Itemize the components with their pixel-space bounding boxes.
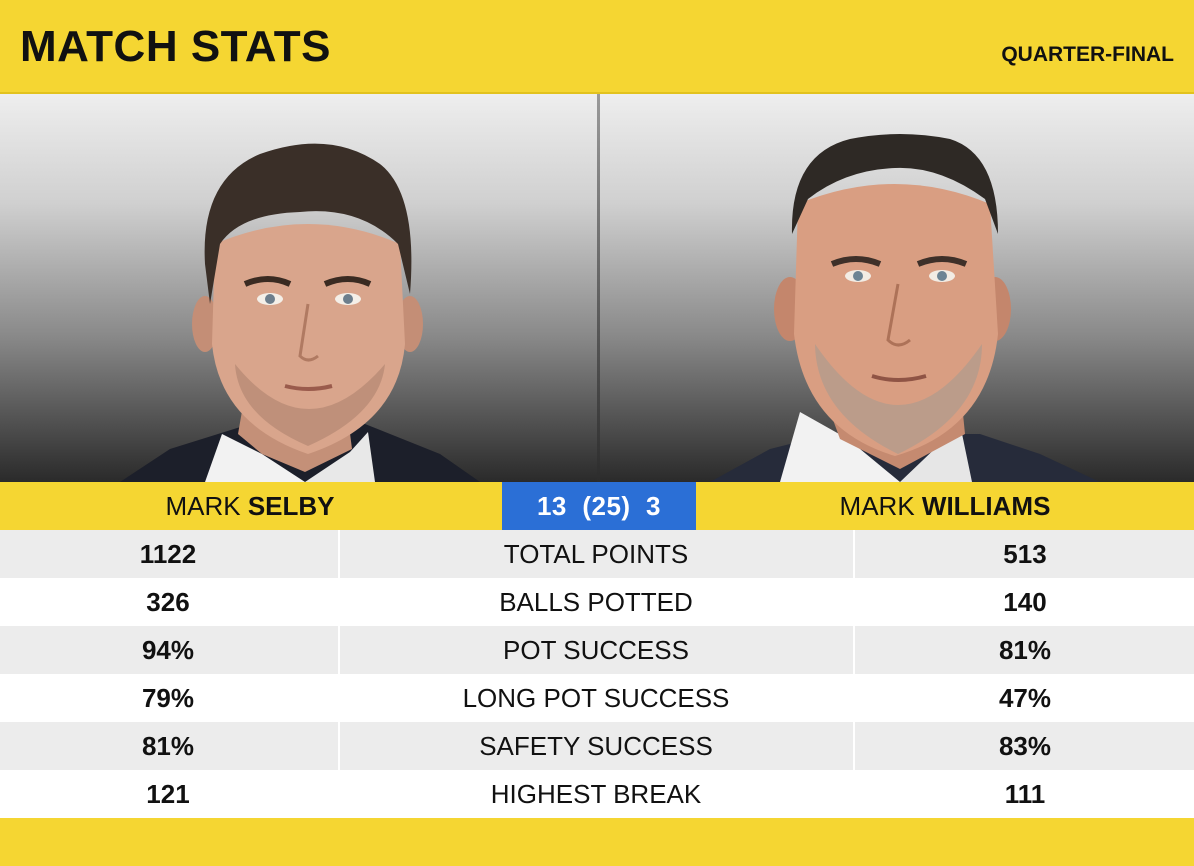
page-title: MATCH STATS bbox=[20, 22, 332, 71]
table-row: 1122 TOTAL POINTS 513 bbox=[0, 530, 1194, 578]
stat-left-value: 121 bbox=[146, 779, 190, 809]
table-row: 121 HIGHEST BREAK 111 bbox=[0, 770, 1194, 818]
photo-divider bbox=[597, 94, 600, 482]
footer-bar bbox=[0, 818, 1194, 866]
stat-left-value: 79% bbox=[141, 683, 195, 713]
stat-label: TOTAL POINTS bbox=[503, 539, 689, 569]
stat-right-value: 81% bbox=[998, 635, 1052, 665]
table-row: 79% LONG POT SUCCESS 47% bbox=[0, 674, 1194, 722]
player-last-name-left: SELBY bbox=[247, 491, 335, 521]
player-name-left: MARK SELBY bbox=[0, 482, 500, 530]
table-row: 94% POT SUCCESS 81% bbox=[0, 626, 1194, 674]
table-row: 326 BALLS POTTED 140 bbox=[0, 578, 1194, 626]
header-bar: MATCH STATS QUARTER-FINAL bbox=[0, 0, 1194, 94]
stat-right-value: 513 bbox=[1003, 539, 1047, 569]
player-last-name-right: WILLIAMS bbox=[921, 491, 1051, 521]
stat-label: SAFETY SUCCESS bbox=[479, 731, 713, 761]
score-box: 13 (25) 3 bbox=[502, 482, 696, 530]
stat-label: BALLS POTTED bbox=[499, 587, 693, 617]
stat-right-value: 83% bbox=[998, 731, 1052, 761]
column-divider-right bbox=[853, 530, 855, 818]
stat-left-value: 326 bbox=[146, 587, 190, 617]
stat-left-value: 94% bbox=[141, 635, 195, 665]
table-row: 81% SAFETY SUCCESS 83% bbox=[0, 722, 1194, 770]
stat-label: POT SUCCESS bbox=[503, 635, 689, 665]
stat-right-value: 47% bbox=[998, 683, 1052, 713]
player-portrait-right bbox=[710, 134, 1100, 482]
stat-left-value: 81% bbox=[141, 731, 195, 761]
player-first-name-right: MARK bbox=[839, 491, 915, 521]
player-portrait-left bbox=[120, 143, 480, 482]
player-photo-left bbox=[0, 94, 597, 482]
player-first-name-left: MARK bbox=[165, 491, 241, 521]
score-best-of: (25) bbox=[582, 491, 631, 521]
stat-right-value: 111 bbox=[1004, 779, 1046, 809]
score-left: 13 bbox=[536, 491, 567, 521]
player-name-right: MARK WILLIAMS bbox=[696, 482, 1194, 530]
stat-left-value: 1122 bbox=[139, 539, 197, 569]
score-right: 3 bbox=[646, 491, 662, 521]
stats-table: 1122 TOTAL POINTS 513 326 BALLS POTTED 1… bbox=[0, 530, 1194, 818]
stat-right-value: 140 bbox=[1003, 587, 1047, 617]
round-label: QUARTER-FINAL bbox=[1001, 43, 1174, 66]
stat-label: HIGHEST BREAK bbox=[490, 779, 702, 809]
column-divider-left bbox=[338, 530, 340, 818]
stat-label: LONG POT SUCCESS bbox=[462, 683, 730, 713]
player-photo-right bbox=[600, 94, 1194, 482]
